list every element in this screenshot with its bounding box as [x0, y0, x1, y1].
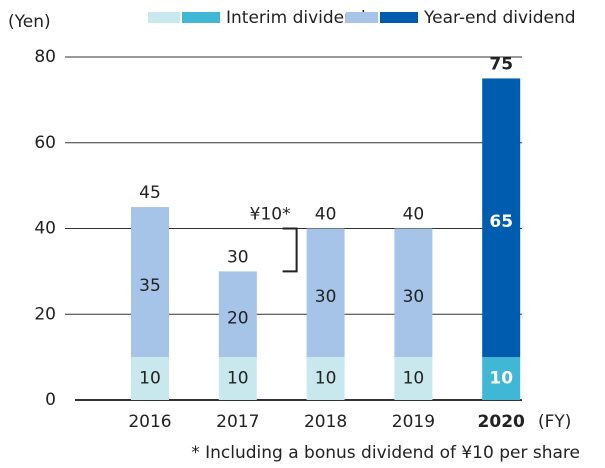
x-tick-label: 2017	[216, 412, 259, 432]
value-label: 35	[139, 276, 161, 296]
bar-segment	[306, 357, 345, 400]
total-label: 40	[403, 205, 425, 225]
y-tick-label: 80	[34, 47, 56, 67]
bar-segment	[394, 228, 433, 358]
x-axis-label: (FY)	[538, 412, 571, 432]
value-label: 30	[403, 287, 425, 307]
footnote: * Including a bonus dividend of ¥10 per …	[191, 443, 580, 463]
value-label: 10	[227, 369, 249, 389]
bar-segment	[482, 78, 521, 358]
bar-segment	[306, 228, 345, 358]
legend-swatch	[346, 12, 378, 23]
total-label: 75	[489, 54, 513, 74]
legend-swatch	[182, 12, 220, 23]
value-label: 65	[489, 212, 513, 232]
value-label: 10	[139, 369, 161, 389]
x-tick-label: 2018	[304, 412, 347, 432]
legend-swatch	[148, 12, 180, 23]
legend-label: Interim dividend	[226, 8, 366, 28]
bar-segment	[394, 357, 433, 400]
x-tick-label: 2019	[392, 412, 435, 432]
value-label: 30	[315, 287, 337, 307]
legend-label: Year-end dividend	[423, 8, 576, 28]
legend-swatch	[380, 12, 418, 23]
value-label: 10	[489, 369, 513, 389]
total-label: 45	[139, 183, 161, 203]
bar-segment	[131, 207, 169, 358]
bar-segment	[131, 357, 169, 400]
bar-segment	[482, 357, 521, 400]
total-label: 40	[315, 205, 337, 225]
y-axis-label: (Yen)	[8, 12, 51, 32]
value-label: 10	[403, 369, 425, 389]
annotation-label: ¥10*	[250, 205, 291, 225]
bar-segment	[218, 271, 257, 358]
y-tick-label: 20	[34, 304, 56, 324]
y-tick-label: 0	[45, 390, 56, 410]
annotation-bracket	[282, 227, 298, 273]
x-tick-label: 2020	[478, 412, 525, 432]
bar-segment	[218, 357, 257, 400]
y-tick-label: 40	[34, 219, 56, 239]
x-tick-label: 2016	[128, 412, 171, 432]
value-label: 10	[315, 369, 337, 389]
y-tick-label: 60	[34, 133, 56, 153]
total-label: 30	[227, 247, 249, 267]
value-label: 20	[227, 308, 249, 328]
